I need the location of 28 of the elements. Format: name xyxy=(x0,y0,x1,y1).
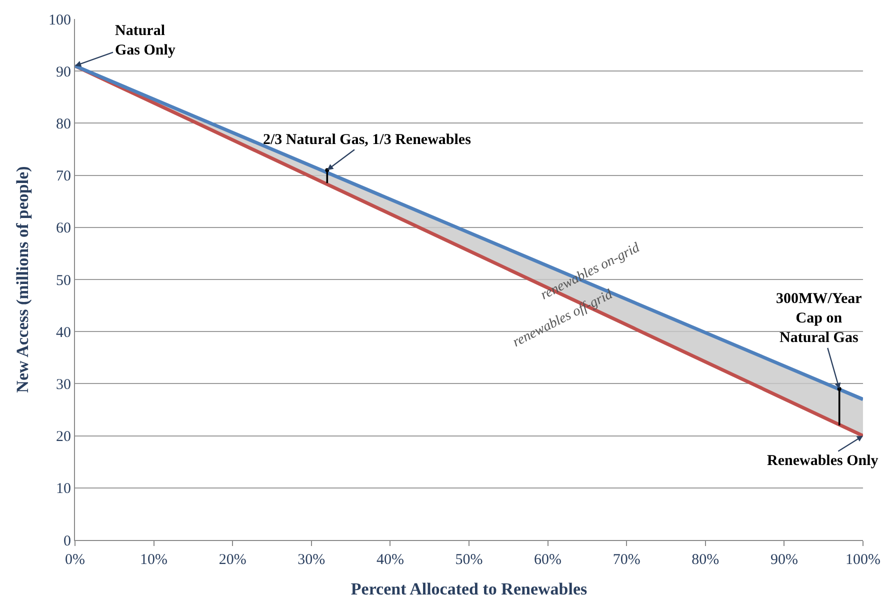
y-tick-label: 100 xyxy=(48,12,71,28)
y-tick-label: 10 xyxy=(56,481,71,498)
y-tick-label: 30 xyxy=(56,376,71,393)
annotation: 300MW/Year Cap on Natural Gas xyxy=(776,291,862,346)
y-tick-label: 40 xyxy=(56,324,71,341)
y-tick-label: 70 xyxy=(56,168,71,185)
x-tick-label: 40% xyxy=(376,552,404,568)
x-tick-label: 30% xyxy=(298,552,326,568)
y-tick-label: 50 xyxy=(56,272,71,289)
x-tick-label: 90% xyxy=(770,552,798,568)
y-tick-label: 60 xyxy=(56,220,71,237)
x-tick-label: 60% xyxy=(534,552,562,568)
y-tick-label: 0 xyxy=(64,533,71,550)
y-tick-label: 20 xyxy=(56,429,71,446)
x-axis-title: Percent Allocated to Renewables xyxy=(350,579,588,598)
x-tick-label: 100% xyxy=(846,552,880,568)
annotation: Natural Gas Only xyxy=(115,23,176,58)
x-tick-label: 80% xyxy=(692,552,720,568)
annotation: Renewables Only xyxy=(767,453,879,469)
annotation: 2/3 Natural Gas, 1/3 Renewables xyxy=(263,132,472,148)
y-axis-title: New Access (millions of people) xyxy=(13,166,32,393)
x-tick-label: 20% xyxy=(218,552,246,568)
y-tick-label: 90 xyxy=(56,64,71,80)
x-tick-label: 50% xyxy=(455,552,483,568)
y-tick-label: 80 xyxy=(56,116,71,132)
x-tick-label: 0% xyxy=(65,552,85,568)
x-tick-label: 70% xyxy=(612,552,640,568)
x-tick-label: 10% xyxy=(140,552,168,568)
